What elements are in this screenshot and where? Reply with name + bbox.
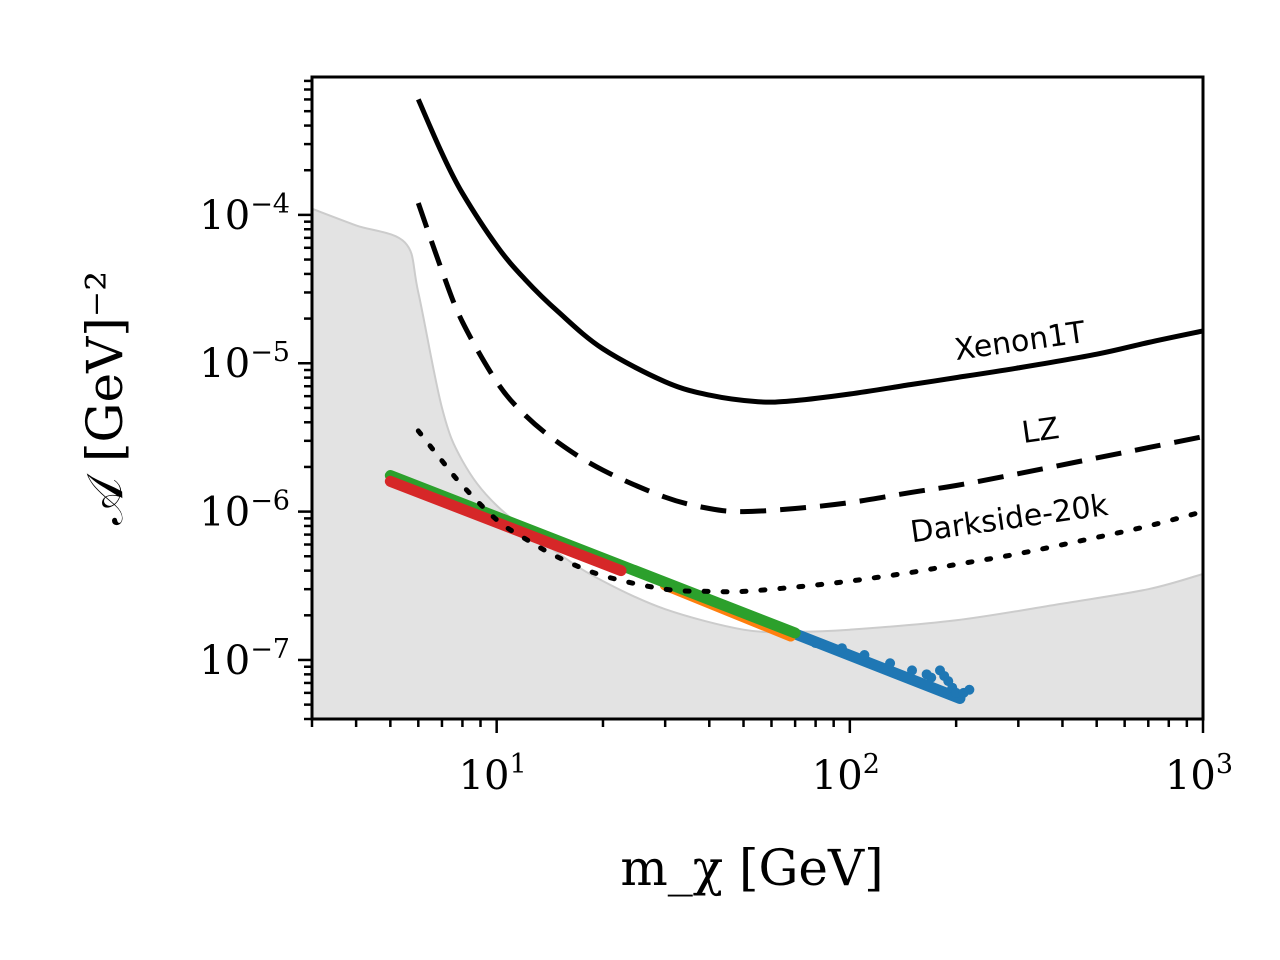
series-1-point: [939, 670, 950, 681]
x-tick-label: 101: [459, 749, 527, 799]
series-1-point: [951, 687, 962, 698]
series-4-band: [384, 475, 627, 577]
xenon1t-curve: [416, 98, 1203, 405]
series-1-band: [789, 628, 966, 704]
y-axis-label: 𝒜 [GeV]⁻²: [76, 271, 134, 525]
darkside-20k-curve: [415, 428, 1203, 595]
series-4: [384, 475, 627, 577]
series-1-point: [907, 665, 918, 676]
plot-frame: [310, 75, 1205, 721]
y-tick-label: 10−4: [199, 189, 290, 239]
series-1-point: [859, 650, 870, 661]
series-1-point: [926, 672, 937, 683]
series-layer: [384, 470, 975, 704]
y-tick-label: 10−5: [199, 337, 290, 387]
excluded-region: [312, 207, 1203, 719]
lz-curve: [415, 202, 1203, 515]
limit-curves: [415, 98, 1203, 595]
series-1-point: [810, 638, 821, 649]
x-tick-label: 103: [1165, 749, 1233, 799]
y-tick-label: 10−7: [199, 634, 290, 684]
lz-label: LZ: [1020, 411, 1062, 451]
axis-ticks: [298, 79, 1205, 733]
series-1: [789, 628, 975, 704]
y-tick-label: 10−6: [199, 486, 290, 536]
tick-labels: 101 102 103 10−4 10−5 10−6 10−7: [199, 189, 1233, 799]
x-axis-label: m_χ [GeV]: [620, 839, 883, 897]
series-1-point: [885, 658, 896, 669]
series-1-point: [964, 684, 975, 695]
x-tick-label: 102: [812, 749, 880, 799]
plot-area: [312, 98, 1203, 719]
series-1-point: [836, 643, 847, 654]
